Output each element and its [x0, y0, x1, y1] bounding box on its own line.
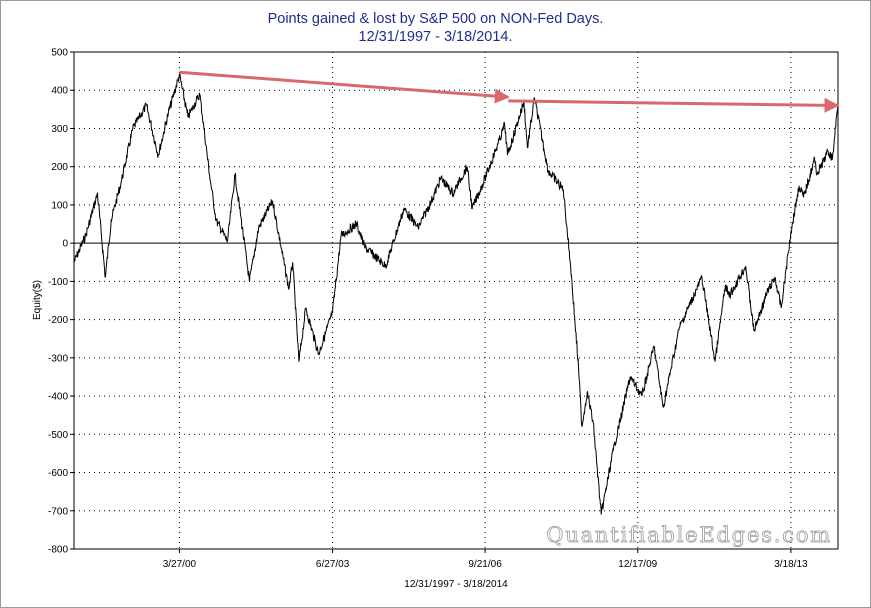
y-axis: 500 400 300 200 100 0 -100 -200 -300 -400 -500 -600…	[48, 48, 74, 556]
plot-area	[73, 51, 839, 550]
x-tick-label: 3/18/13	[774, 559, 808, 570]
x-tick-label: 9/21/06	[468, 559, 502, 570]
y-tick-label: 300	[51, 124, 68, 135]
y-tick-label: -500	[48, 430, 68, 441]
x-tick-label: 6/27/03	[316, 559, 350, 570]
y-tick-label: 100	[51, 200, 68, 211]
x-axis: 3/27/00 6/27/03 9/21/06 12/17/09 3/18/13	[163, 549, 808, 570]
y-tick-label: -400	[48, 392, 68, 403]
y-tick-label: -100	[48, 277, 68, 288]
y-tick-label: -600	[48, 468, 68, 479]
y-tick-label: -700	[48, 506, 68, 517]
y-tick-label: 200	[51, 162, 68, 173]
x-tick-label: 3/27/00	[163, 559, 197, 570]
chart-title-block: Points gained & lost by S&P 500 on NON-F…	[0, 10, 871, 46]
watermark: QuantifiableEdges.com	[546, 523, 832, 547]
chart-title: Points gained & lost by S&P 500 on NON-F…	[267, 11, 604, 27]
y-axis-title: Equity($)	[32, 280, 43, 320]
y-tick-label: -800	[48, 545, 68, 556]
y-tick-label: 0	[62, 239, 68, 250]
annotations	[179, 70, 840, 113]
chart-subtitle: 12/31/1997 - 3/18/2014.	[358, 29, 513, 45]
x-tick-label: 12/17/09	[618, 559, 657, 570]
series-line-equity	[73, 73, 839, 515]
y-tick-label: -300	[48, 353, 68, 364]
y-tick-label: 400	[51, 86, 68, 97]
annotation-arrow-2	[508, 97, 840, 113]
x-axis-title: 12/31/1997 - 3/18/2014	[404, 579, 508, 590]
y-tick-label: -200	[48, 315, 68, 326]
annotation-arrow-1	[179, 70, 510, 104]
y-tick-label: 500	[51, 48, 68, 59]
